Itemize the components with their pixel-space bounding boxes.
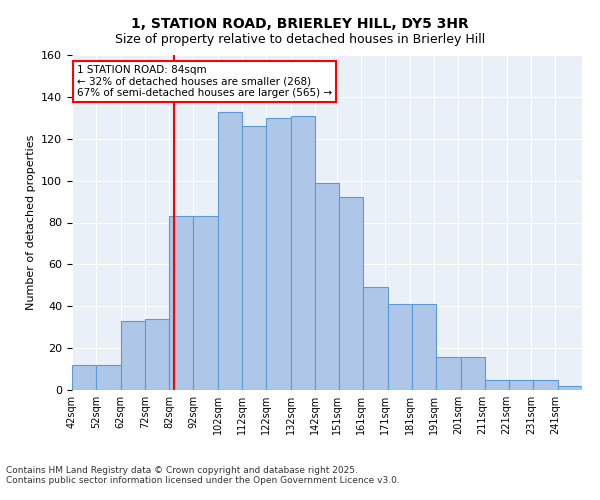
Text: 1, STATION ROAD, BRIERLEY HILL, DY5 3HR: 1, STATION ROAD, BRIERLEY HILL, DY5 3HR bbox=[131, 18, 469, 32]
Bar bbox=[509, 380, 533, 390]
Bar bbox=[218, 112, 242, 390]
Bar bbox=[436, 356, 461, 390]
Bar bbox=[266, 118, 290, 390]
Y-axis label: Number of detached properties: Number of detached properties bbox=[26, 135, 35, 310]
Bar bbox=[558, 386, 582, 390]
Bar bbox=[290, 116, 315, 390]
Bar bbox=[533, 380, 558, 390]
Bar bbox=[315, 182, 339, 390]
Bar bbox=[121, 321, 145, 390]
Text: Size of property relative to detached houses in Brierley Hill: Size of property relative to detached ho… bbox=[115, 32, 485, 46]
Bar bbox=[145, 319, 169, 390]
Bar bbox=[412, 304, 436, 390]
Bar bbox=[364, 288, 388, 390]
Bar bbox=[485, 380, 509, 390]
Text: 1 STATION ROAD: 84sqm
← 32% of detached houses are smaller (268)
67% of semi-det: 1 STATION ROAD: 84sqm ← 32% of detached … bbox=[77, 65, 332, 98]
Bar bbox=[461, 356, 485, 390]
Bar bbox=[169, 216, 193, 390]
Text: Contains HM Land Registry data © Crown copyright and database right 2025.
Contai: Contains HM Land Registry data © Crown c… bbox=[6, 466, 400, 485]
Bar bbox=[72, 365, 96, 390]
Bar bbox=[339, 198, 364, 390]
Bar bbox=[242, 126, 266, 390]
Bar bbox=[193, 216, 218, 390]
Bar bbox=[96, 365, 121, 390]
Bar bbox=[388, 304, 412, 390]
